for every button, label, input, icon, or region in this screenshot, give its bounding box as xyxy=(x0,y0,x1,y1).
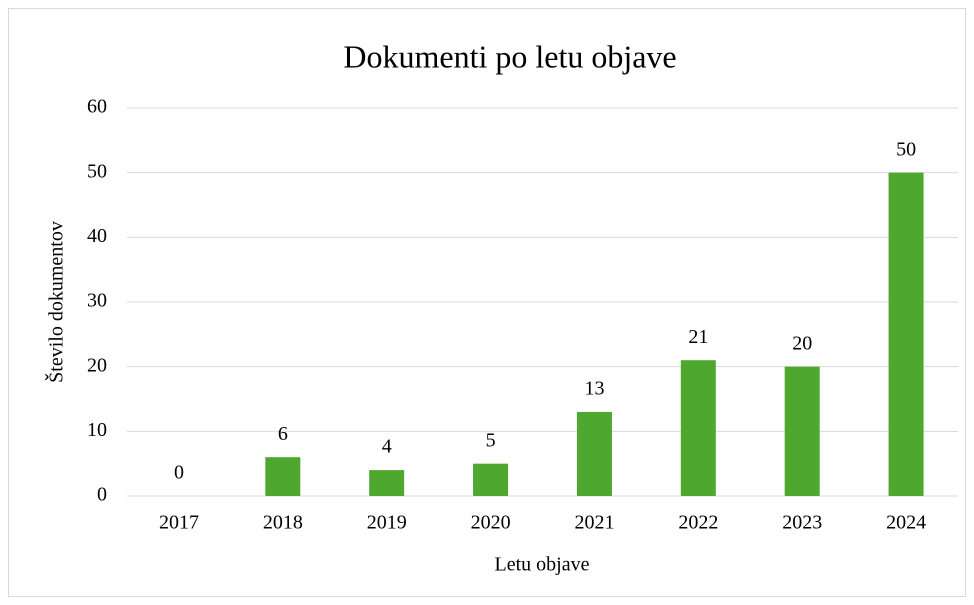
data-label: 20 xyxy=(792,332,812,354)
y-tick-label: 30 xyxy=(87,290,107,312)
y-tick-label: 40 xyxy=(87,225,107,247)
data-label: 6 xyxy=(278,423,288,445)
y-tick-label: 10 xyxy=(87,419,107,441)
bar xyxy=(473,463,509,496)
x-tick-label: 2023 xyxy=(782,512,822,534)
data-label: 21 xyxy=(688,326,708,348)
x-tick-label: 2022 xyxy=(678,512,718,534)
data-label: 50 xyxy=(896,138,916,160)
data-label: 0 xyxy=(174,462,184,484)
bar xyxy=(888,172,924,496)
y-tick-label: 0 xyxy=(97,484,107,506)
data-label: 4 xyxy=(382,436,392,458)
bar xyxy=(369,470,405,496)
chart-title: Dokumenti po letu objave xyxy=(343,38,676,74)
x-tick-label: 2017 xyxy=(159,512,199,534)
bar xyxy=(265,457,301,496)
bar xyxy=(680,360,716,496)
y-tick-label: 50 xyxy=(87,160,107,182)
x-tick-label: 2018 xyxy=(263,512,303,534)
x-axis-label: Letu objave xyxy=(495,554,590,576)
data-label: 5 xyxy=(486,429,496,451)
y-axis-label: Število dokumentov xyxy=(44,221,68,383)
bar xyxy=(784,366,820,496)
x-tick-label: 2019 xyxy=(367,512,407,534)
y-tick-label: 60 xyxy=(87,96,107,118)
x-tick-label: 2024 xyxy=(886,512,926,534)
x-tick-label: 2021 xyxy=(574,512,614,534)
bar xyxy=(576,411,612,496)
y-tick-label: 20 xyxy=(87,354,107,376)
x-tick-label: 2020 xyxy=(471,512,511,534)
data-label: 13 xyxy=(584,378,604,400)
